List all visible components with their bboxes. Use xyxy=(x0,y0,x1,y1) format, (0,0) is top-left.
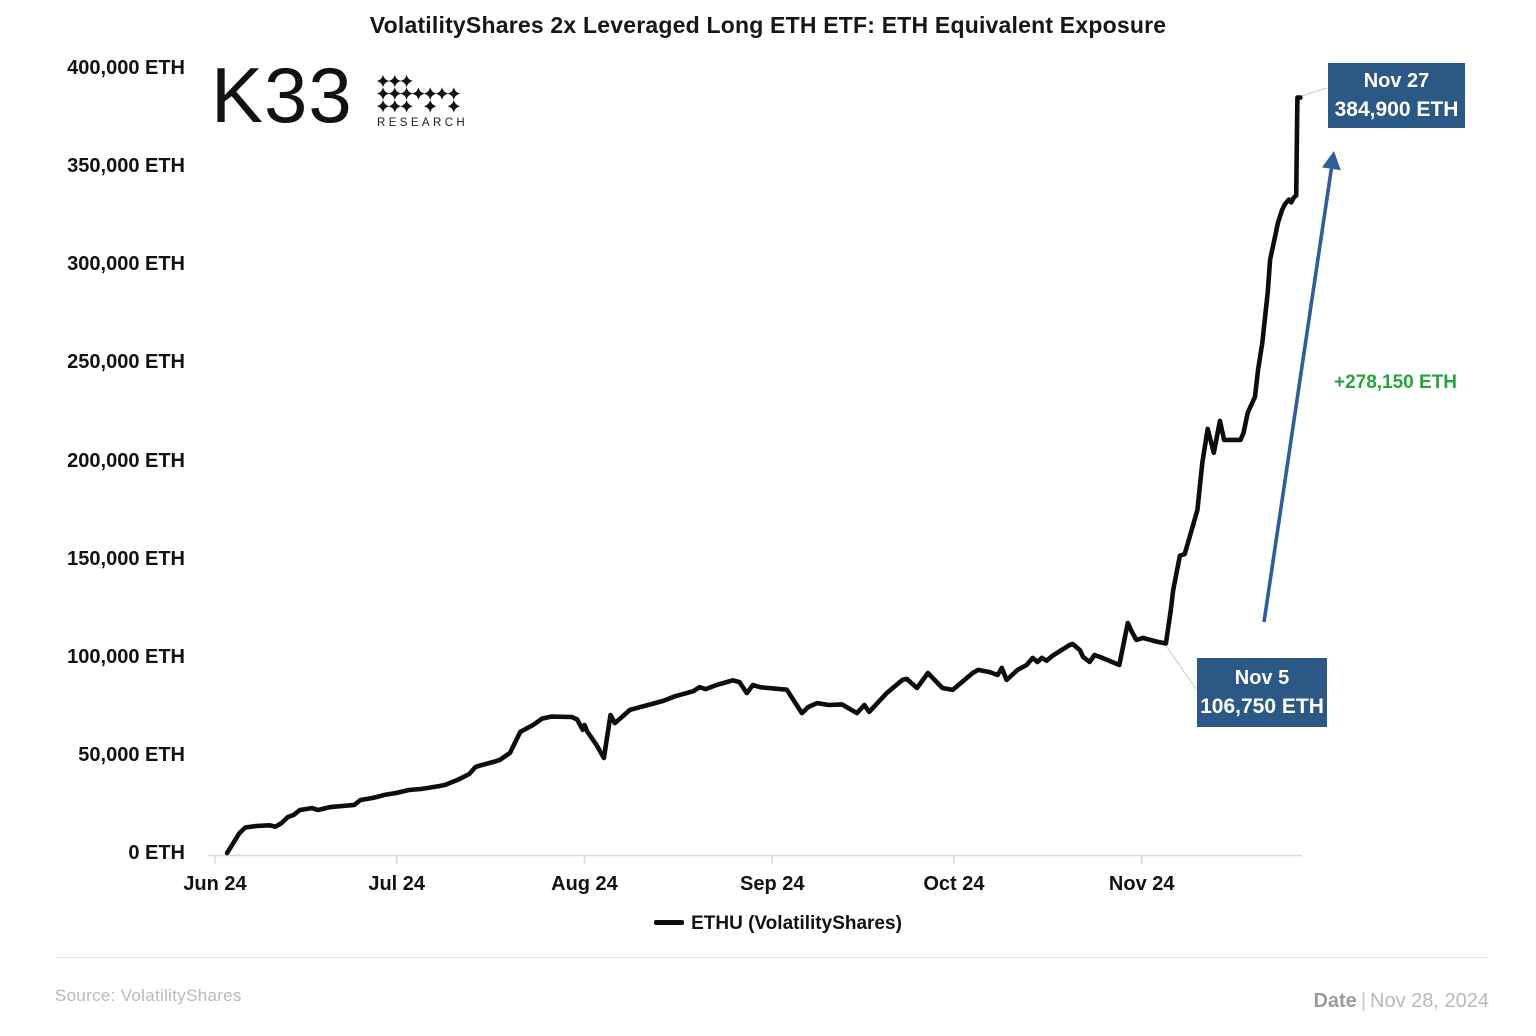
y-axis-label: 300,000 ETH xyxy=(67,253,185,276)
k33-star-glyph xyxy=(423,87,437,100)
trend-arrow-head-icon xyxy=(1321,151,1341,171)
y-axis-label: 250,000 ETH xyxy=(67,351,185,374)
callout-nov27: Nov 27 384,900 ETH xyxy=(1328,63,1465,128)
callout-nov27-connector xyxy=(1299,87,1328,98)
k33-star-glyph xyxy=(377,99,390,113)
callout-nov5-value: 106,750 ETH xyxy=(1200,695,1324,718)
callout-nov27-date: Nov 27 xyxy=(1363,70,1430,92)
footer-source: Source: VolatilityShares xyxy=(55,986,242,1005)
x-axis-label: Oct 24 xyxy=(923,873,985,895)
k33-star-glyph xyxy=(388,74,402,88)
k33-logo-subtext: RESEARCH xyxy=(377,117,469,129)
k33-logo-text: K33 xyxy=(211,51,353,139)
callout-nov5-connector xyxy=(1165,645,1197,690)
k33-star-glyph xyxy=(400,99,413,113)
legend-line-swatch xyxy=(654,920,685,925)
footer-date-separator: | xyxy=(1360,990,1367,1012)
k33-star-glyph xyxy=(435,87,449,100)
y-axis-label: 100,000 ETH xyxy=(67,645,185,668)
footer-date-label: Date xyxy=(1313,990,1357,1012)
footer-divider xyxy=(55,957,1489,958)
y-axis-label: 400,000 ETH xyxy=(67,57,185,79)
k33-star-glyph xyxy=(400,87,413,100)
delta-label: +278,150 ETH xyxy=(1333,372,1458,393)
callout-nov5: Nov 5 106,750 ETH xyxy=(1197,658,1327,727)
chart-title: VolatilityShares 2x Leveraged Long ETH E… xyxy=(369,12,1167,38)
trend-arrow-shaft xyxy=(1262,168,1334,623)
callout-nov5-date: Nov 5 xyxy=(1234,667,1290,689)
series-ethu-line xyxy=(224,95,1303,856)
k33-star-glyph xyxy=(412,87,425,100)
k33-star-glyph xyxy=(377,74,390,88)
footer-date-value: Nov 28, 2024 xyxy=(1370,990,1489,1012)
k33-star-glyph xyxy=(447,99,461,113)
k33-star-glyph xyxy=(388,87,402,100)
k33-star-glyph xyxy=(447,87,461,100)
legend: ETHU (VolatilityShares) xyxy=(210,913,1346,935)
y-axis-label: 200,000 ETH xyxy=(67,449,185,472)
y-axis-label: 50,000 ETH xyxy=(78,743,185,766)
x-axis-label: Sep 24 xyxy=(739,873,805,895)
x-axis-label: Nov 24 xyxy=(1108,873,1175,895)
k33-star-glyph xyxy=(388,99,402,113)
callout-nov27-value: 384,900 ETH xyxy=(1334,98,1459,121)
k33-logo-stars-icon xyxy=(377,74,461,113)
x-axis-label: Aug 24 xyxy=(551,873,618,895)
x-axis-label: Jun 24 xyxy=(183,873,247,895)
y-axis-label: 350,000 ETH xyxy=(67,155,185,178)
x-axis-label: Jul 24 xyxy=(368,873,426,895)
k33-star-glyph xyxy=(400,74,413,88)
legend-label: ETHU (VolatilityShares) xyxy=(691,913,902,934)
y-axis-label: 0 ETH xyxy=(128,842,185,864)
footer-date: Date | Nov 28, 2024 xyxy=(1313,990,1489,1013)
k33-star-glyph xyxy=(377,87,390,100)
y-axis-label: 150,000 ETH xyxy=(67,547,185,570)
k33-star-glyph xyxy=(423,99,437,113)
